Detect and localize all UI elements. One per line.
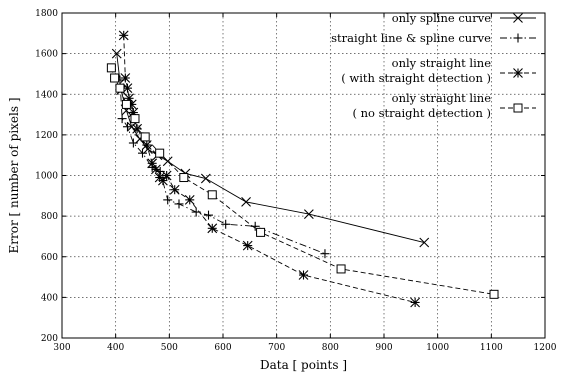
series-line [119,80,326,255]
data-point-marker [151,164,161,175]
data-point-marker [419,237,430,248]
legend-entry-4: only straight line( no straight detectio… [352,91,536,120]
legend-label: straight line & spline curve [331,31,491,45]
series-2 [115,75,330,259]
data-point-marker [179,173,189,183]
y-tick-label: 1400 [35,90,58,100]
data-point-marker [169,184,180,195]
y-axis-ticks: 200 400 600 800 1000 1200 1400 1600 1800 [35,9,545,344]
data-point-marker [161,170,172,181]
x-tick-label: 500 [161,343,178,353]
data-point-marker [106,63,116,73]
legend-marker [513,103,523,113]
data-point-marker [256,227,266,237]
x-tick-label: 400 [107,343,124,353]
data-point-marker [163,195,173,205]
data-point-marker [147,158,158,169]
legend-entry-3: only straight line( with straight detect… [341,56,536,85]
data-point-marker [242,240,253,251]
y-tick-label: 1000 [35,172,58,182]
legend-label: ( no straight detection ) [352,106,491,120]
data-point-marker [121,99,131,109]
legend-marker [513,68,523,78]
data-point-marker [207,223,218,234]
data-point-marker [241,197,251,207]
x-tick-label: 900 [375,343,392,353]
grid-lines [62,13,545,338]
data-point-marker [489,289,499,299]
series-layer [106,30,499,308]
x-tick-label: 1000 [426,343,449,353]
legend-label: only spline curve [392,11,491,25]
data-point-marker [110,73,120,83]
x-axis-ticks: 300 400 500 600 700 800 900 1000 1100 1200 [53,13,557,353]
data-point-marker [410,297,421,308]
y-tick-label: 600 [41,253,58,263]
legend-marker [513,33,523,43]
data-point-marker [120,73,131,83]
data-point-marker [132,123,143,134]
x-tick-label: 1200 [534,343,557,353]
legend-marker [513,13,523,23]
x-tick-label: 700 [268,343,285,353]
data-point-marker [336,264,346,274]
data-point-marker [128,138,138,148]
x-tick-label: 300 [53,343,70,353]
y-tick-label: 1800 [35,9,58,19]
y-axis-title: Error [ number of pixels ] [7,97,21,253]
x-axis-title: Data [ points ] [260,358,347,372]
y-tick-label: 1200 [35,131,58,141]
legend: only spline curve straight line & spline … [331,11,536,120]
legend-label: only straight line [392,56,492,70]
x-tick-label: 1100 [480,343,503,353]
data-point-marker [140,132,150,142]
x-tick-label: 800 [322,343,339,353]
data-point-marker [155,148,165,158]
data-point-marker [130,114,140,124]
data-point-marker [122,122,132,132]
data-point-marker [204,210,214,220]
data-point-marker [184,194,195,205]
data-point-marker [298,270,309,280]
y-tick-label: 400 [41,293,58,303]
data-point-marker [303,209,314,219]
data-point-marker [115,83,125,93]
y-tick-label: 800 [41,212,58,222]
data-point-marker [158,175,168,186]
data-point-marker [138,148,147,158]
legend-entry-1: only spline curve [392,11,536,25]
y-tick-label: 200 [41,334,58,344]
data-point-marker [128,107,139,118]
data-point-marker [111,48,122,59]
data-point-marker [122,83,133,94]
x-tick-label: 600 [214,343,231,353]
data-point-marker [200,173,211,184]
data-point-marker [174,199,184,209]
y-tick-label: 1600 [35,50,58,60]
data-point-marker [118,30,129,41]
legend-label: only straight line [392,91,492,105]
series-4 [106,63,499,299]
legend-entry-2: straight line & spline curve [331,31,536,45]
legend-label: ( with straight detection ) [341,71,491,85]
data-point-marker [142,144,153,154]
data-point-marker [320,249,330,259]
data-point-marker [207,190,217,200]
data-point-marker [221,219,231,229]
data-point-marker [117,114,127,124]
